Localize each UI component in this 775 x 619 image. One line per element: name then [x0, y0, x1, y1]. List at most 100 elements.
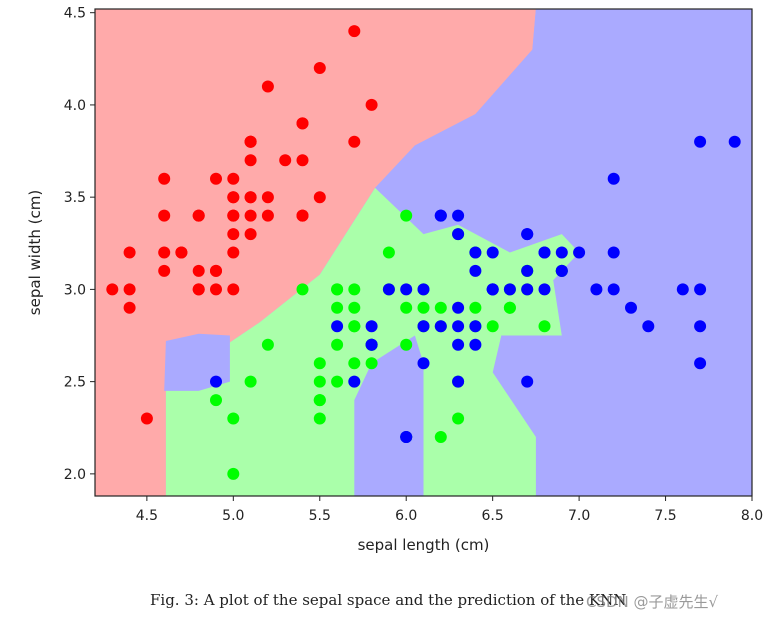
x-axis-label: sepal length (cm) — [358, 536, 490, 554]
y-tick-label: 3.5 — [64, 190, 86, 206]
point-red — [261, 80, 274, 93]
x-tick-label: 5.5 — [309, 508, 331, 524]
point-blue — [400, 431, 413, 443]
point-red — [123, 246, 136, 259]
point-blue — [607, 283, 620, 296]
point-green — [417, 301, 430, 314]
x-tick-label: 7.0 — [568, 508, 590, 524]
point-blue — [382, 283, 395, 296]
point-green — [331, 375, 344, 388]
watermark: CSDN @子虚先生√ — [586, 593, 719, 611]
point-green — [503, 301, 516, 314]
point-red — [244, 154, 257, 167]
point-green — [331, 338, 344, 351]
point-red — [348, 135, 361, 148]
point-blue — [365, 338, 378, 351]
point-green — [538, 320, 551, 333]
point-red — [210, 283, 222, 296]
decision-regions — [95, 9, 752, 496]
point-green — [452, 412, 465, 425]
point-blue — [452, 338, 465, 351]
point-blue — [469, 264, 482, 277]
point-blue — [417, 357, 430, 370]
point-red — [296, 154, 309, 167]
point-red — [140, 412, 153, 425]
point-blue — [538, 283, 551, 296]
y-axis-ticks: 2.0 2.5 3.0 3.5 4.0 4.5 — [64, 6, 95, 483]
point-blue — [694, 135, 707, 148]
point-blue — [486, 283, 499, 296]
point-green — [434, 301, 447, 314]
x-tick-label: 7.5 — [654, 508, 676, 524]
point-green — [400, 209, 413, 222]
point-red — [210, 264, 222, 277]
point-green — [313, 357, 326, 370]
point-green — [313, 412, 326, 425]
x-tick-label: 4.5 — [136, 508, 158, 524]
point-red — [227, 228, 240, 241]
x-axis-ticks: 4.5 5.0 5.5 6.0 6.5 7.0 7.5 8.0 — [136, 496, 763, 524]
point-blue — [538, 246, 551, 259]
y-axis-label: sepal width (cm) — [26, 190, 44, 315]
point-red — [158, 264, 171, 277]
y-tick-label: 2.0 — [64, 467, 86, 483]
point-blue — [521, 375, 534, 388]
y-tick-label: 4.0 — [64, 98, 86, 114]
point-green — [400, 338, 413, 351]
point-blue — [331, 320, 344, 333]
point-red — [244, 135, 257, 148]
point-red — [296, 117, 309, 130]
point-green — [210, 394, 222, 407]
point-blue — [728, 135, 741, 148]
y-tick-label: 3.0 — [64, 282, 86, 298]
x-tick-label: 5.0 — [222, 508, 244, 524]
point-green — [365, 357, 378, 370]
point-blue — [555, 246, 568, 259]
point-red — [279, 154, 292, 167]
point-green — [313, 394, 326, 407]
point-red — [123, 301, 136, 314]
point-red — [192, 209, 205, 222]
point-red — [192, 264, 205, 277]
point-blue — [503, 283, 516, 296]
y-tick-label: 4.5 — [64, 6, 86, 22]
point-blue — [417, 320, 430, 333]
point-blue — [555, 264, 568, 277]
point-red — [313, 191, 326, 204]
point-green — [348, 320, 361, 333]
point-red — [296, 209, 309, 222]
point-blue — [452, 320, 465, 333]
point-green — [296, 283, 309, 296]
point-blue — [417, 283, 430, 296]
point-red — [261, 191, 274, 204]
point-red — [123, 283, 136, 296]
point-blue — [469, 338, 482, 351]
point-blue — [642, 320, 655, 333]
point-blue — [365, 320, 378, 333]
point-red — [158, 209, 171, 222]
point-blue — [521, 264, 534, 277]
point-red — [227, 209, 240, 222]
point-red — [244, 228, 257, 241]
knn-sepal-chart: 4.5 5.0 5.5 6.0 6.5 7.0 7.5 8.0 2.0 2.5 3.0 3.5 4.0… — [26, 6, 763, 554]
point-green — [382, 246, 395, 259]
point-blue — [486, 246, 499, 259]
x-tick-label: 6.0 — [395, 508, 417, 524]
point-green — [227, 467, 240, 480]
point-red — [365, 98, 378, 111]
point-red — [175, 246, 188, 259]
point-red — [227, 246, 240, 259]
point-red — [106, 283, 119, 296]
plot-frame — [94, 8, 753, 497]
point-red — [227, 191, 240, 204]
point-red — [244, 209, 257, 222]
point-blue — [625, 301, 637, 314]
point-red — [313, 62, 326, 74]
data-points — [106, 25, 741, 480]
point-red — [210, 172, 222, 185]
point-green — [261, 338, 274, 351]
point-blue — [434, 209, 447, 222]
point-red — [348, 25, 361, 38]
point-green — [313, 375, 326, 388]
point-blue — [694, 357, 707, 370]
